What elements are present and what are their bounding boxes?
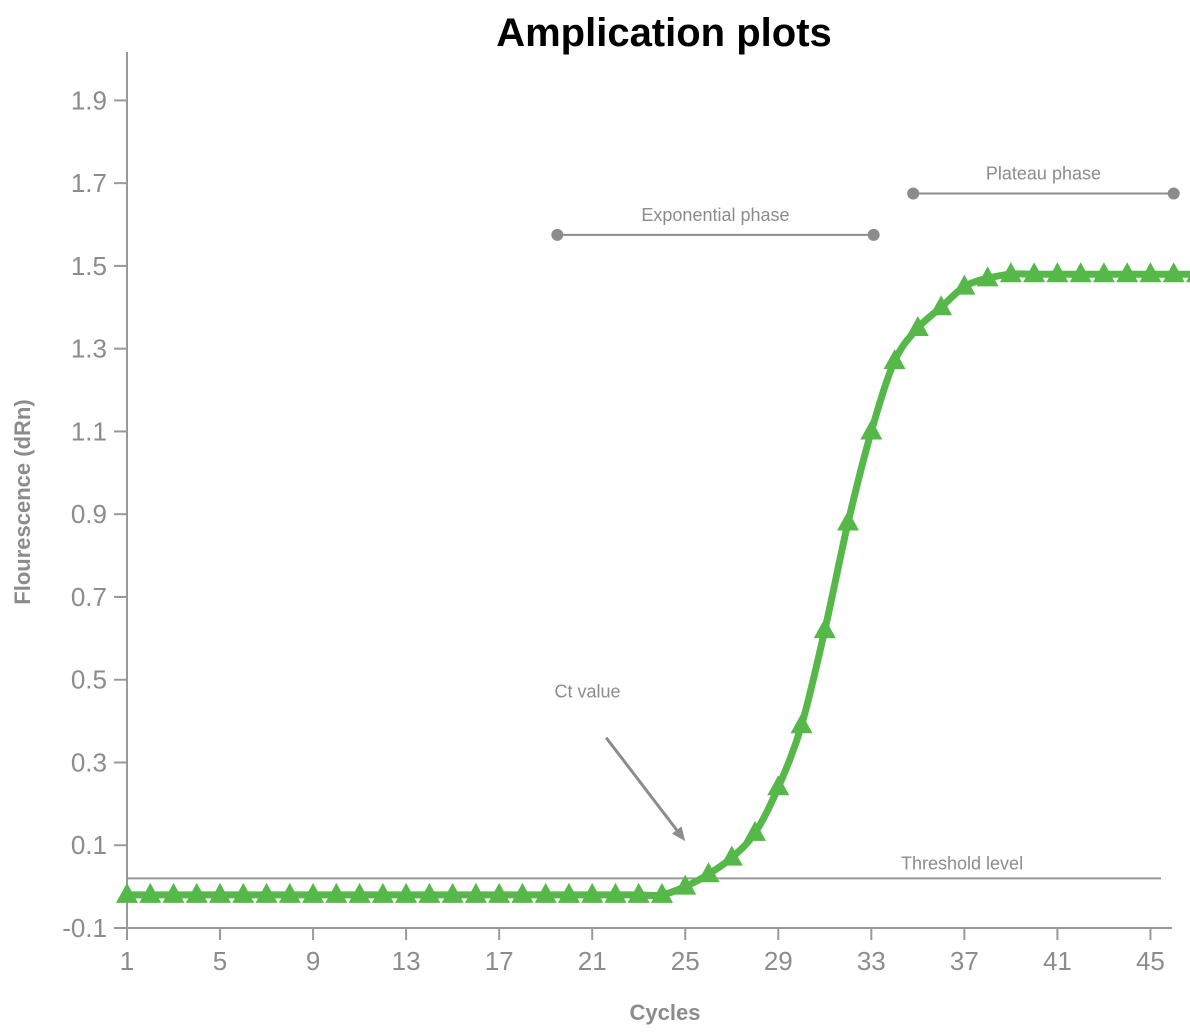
data-point-marker [325,882,348,903]
exponential-phase-end-dot [867,228,880,241]
y-tick-label: 1.1 [71,416,107,446]
y-axis-label: Flourescence (dRn) [10,399,35,604]
data-point-marker [1023,262,1046,283]
data-point-marker [767,775,790,796]
data-point-marker [860,419,883,440]
ct-value-label: Ct value [555,682,621,702]
data-point-marker [116,882,138,903]
data-point-marker [139,882,162,903]
data-point-marker [441,882,464,903]
plateau-phase-end-dot [1167,187,1180,200]
x-tick-label: 41 [1043,946,1072,976]
data-point-marker [744,820,767,841]
x-tick-label: 5 [213,946,227,976]
x-tick-label: 29 [764,946,793,976]
x-tick-label: 21 [578,946,607,976]
ct-value-annotation: Ct value [555,682,686,842]
data-point-marker [1116,262,1139,283]
data-point-marker [1046,262,1069,283]
data-point-marker [627,882,650,903]
data-point-marker [278,882,301,903]
y-tick-label: -0.1 [62,913,107,943]
y-axis-ticks: -0.1 0.1 0.3 0.5 0.7 0.9 1.1 1.3 1.5 1.7 1.9 [62,85,127,943]
y-tick-label: 1.7 [71,168,107,198]
data-point-marker [883,349,906,370]
data-point-marker [371,882,394,903]
data-point-marker [348,882,371,903]
ct-arrow-head [671,826,686,842]
exponential-phase-label: Exponential phase [641,205,789,225]
y-tick-label: 1.9 [71,85,107,115]
data-point-marker [1185,274,1190,283]
x-tick-label: 37 [950,946,979,976]
y-tick-label: 0.9 [71,499,107,529]
data-point-marker [999,262,1022,283]
series-line [123,270,1190,900]
x-tick-label: 45 [1136,946,1165,976]
plateau-phase-label: Plateau phase [986,164,1101,184]
x-tick-label: 1 [120,946,134,976]
exponential-phase-annotation: Exponential phase [551,205,880,241]
x-tick-label: 33 [857,946,886,976]
threshold-label: Threshold level [901,853,1023,873]
data-point-marker [209,882,232,903]
data-point-marker [1092,262,1115,283]
data-point-marker [511,882,534,903]
x-tick-label: 9 [306,946,320,976]
data-point-marker [581,882,604,903]
data-point-marker [650,882,673,903]
y-tick-label: 0.1 [71,830,107,860]
data-point-marker [837,510,860,531]
data-point-marker [534,882,557,903]
x-tick-label: 13 [392,946,421,976]
x-axis-label: Cycles [630,1000,701,1025]
data-point-marker [790,713,813,734]
data-point-marker [930,295,953,316]
data-series [116,262,1190,903]
data-point-marker [185,882,208,903]
x-tick-label: 17 [485,946,514,976]
plateau-phase-start-dot [907,187,920,200]
data-point-marker [906,315,929,336]
data-point-marker [488,882,511,903]
data-point-marker [674,874,697,895]
data-point-marker [697,862,720,883]
x-axis-ticks: 1 5 9 13 17 21 25 29 33 37 41 45 [120,928,1165,976]
data-point-marker [1162,262,1185,283]
y-tick-label: 1.3 [71,334,107,364]
data-point-marker [1069,262,1092,283]
data-point-marker [720,845,743,866]
data-point-marker [813,618,836,639]
ct-arrow-line [604,736,678,831]
data-point-marker [1139,262,1162,283]
data-point-marker [302,882,325,903]
data-point-marker [604,882,627,903]
data-point-marker [557,882,580,903]
x-tick-label: 25 [671,946,700,976]
y-tick-label: 0.5 [71,665,107,695]
y-tick-label: 0.7 [71,582,107,612]
exponential-phase-start-dot [551,228,564,241]
data-point-marker [418,882,441,903]
data-point-marker [976,266,999,287]
data-point-marker [255,882,278,903]
data-point-marker [395,882,418,903]
data-point-marker [953,274,976,295]
plateau-phase-annotation: Plateau phase [907,164,1180,200]
data-point-marker [232,882,255,903]
data-point-marker [162,882,185,903]
y-tick-label: 0.3 [71,747,107,777]
data-point-marker [464,882,487,903]
y-tick-label: 1.5 [71,251,107,281]
chart-title: Amplication plots [496,11,832,55]
